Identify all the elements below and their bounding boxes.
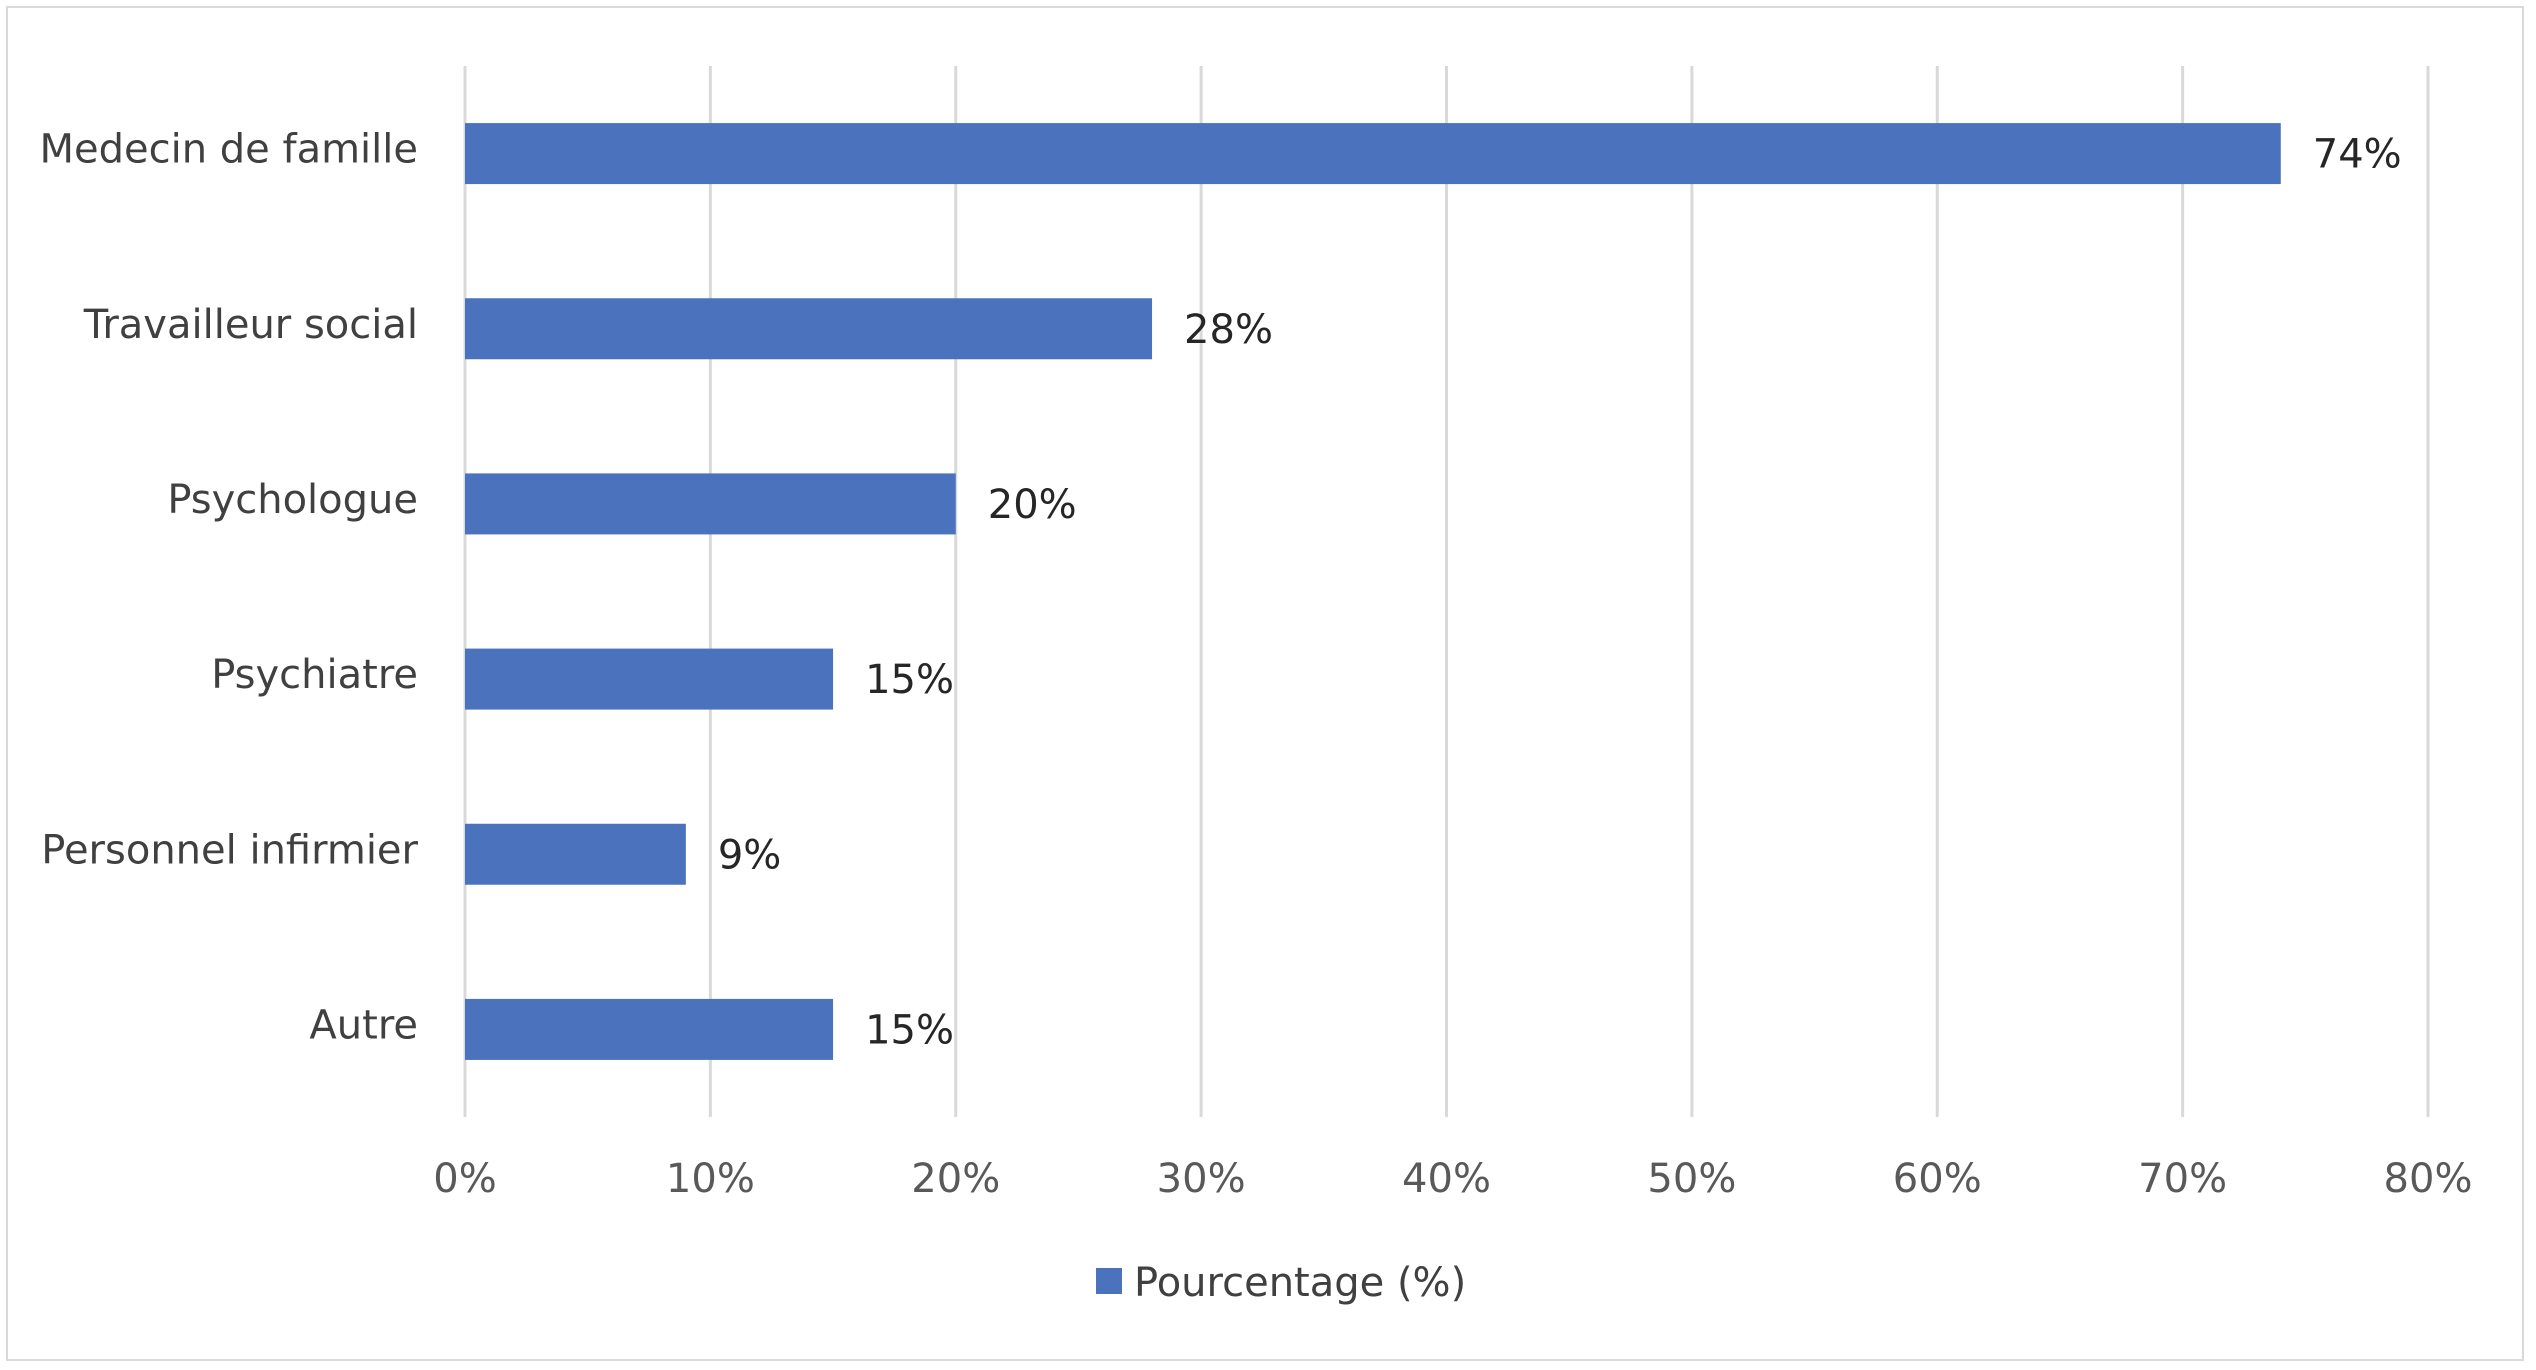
bar xyxy=(465,123,2281,185)
category-labels: Medecin de famille Travailleur social Psyc… xyxy=(39,127,418,1049)
legend: Pourcentage (%) xyxy=(1096,1260,1466,1306)
bar xyxy=(465,998,834,1060)
legend-swatch xyxy=(1096,1268,1122,1294)
data-label: 15% xyxy=(865,1007,954,1053)
x-tick-label: 0% xyxy=(433,1156,496,1202)
x-tick-label: 70% xyxy=(2138,1156,2227,1202)
category-label: Travailleur social xyxy=(83,302,418,348)
data-label: 20% xyxy=(988,482,1077,528)
data-label: 15% xyxy=(865,657,954,703)
x-tick-label: 20% xyxy=(911,1156,1000,1202)
x-tick-label: 60% xyxy=(1893,1156,1982,1202)
legend-entry: Pourcentage (%) xyxy=(1134,1260,1466,1306)
category-label: Personnel infirmier xyxy=(41,827,418,873)
data-label: 9% xyxy=(718,832,781,878)
bar xyxy=(465,473,956,535)
category-label: Medecin de famille xyxy=(39,127,418,173)
bars: 74% 28% 20% 15% 9% 15% xyxy=(465,123,2402,1060)
bar xyxy=(465,648,834,710)
x-tick-label: 30% xyxy=(1157,1156,1246,1202)
x-tick-label: 40% xyxy=(1402,1156,1491,1202)
x-tick-label: 50% xyxy=(1647,1156,1736,1202)
bar xyxy=(465,298,1153,360)
gridlines xyxy=(463,66,2430,1117)
data-label: 28% xyxy=(1184,307,1273,353)
bar xyxy=(465,823,686,885)
category-label: Psychologue xyxy=(167,477,418,523)
category-label: Psychiatre xyxy=(211,652,418,698)
x-tick-label: 10% xyxy=(666,1156,755,1202)
x-axis-tick-labels: 0% 10% 20% 30% 40% 50% 60% 70% 80% xyxy=(433,1156,2472,1202)
data-label: 74% xyxy=(2313,132,2402,178)
chart-frame xyxy=(6,6,2524,1361)
category-label: Autre xyxy=(309,1002,418,1048)
x-tick-label: 80% xyxy=(2384,1156,2473,1202)
